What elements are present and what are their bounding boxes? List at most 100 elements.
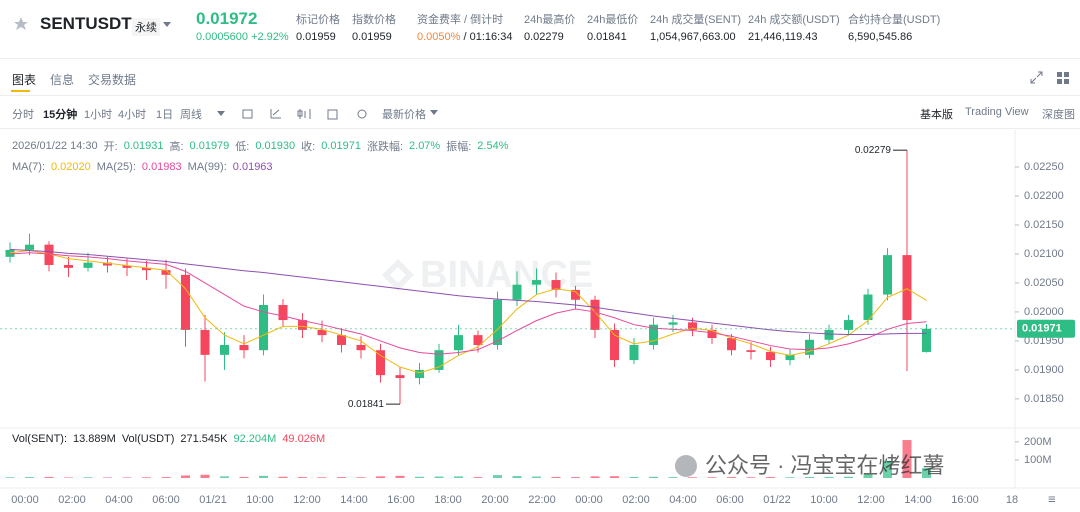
- vol-usdt-label: Vol(USDT): [121, 433, 175, 445]
- tab[interactable]: 交易数据: [88, 73, 137, 87]
- countdown: / 01:16:34: [463, 31, 513, 43]
- volume-bar: [200, 474, 210, 478]
- candle-body: [649, 324, 658, 345]
- volume-bar: [259, 475, 268, 478]
- candle-body: [337, 335, 346, 345]
- interval[interactable]: 1小时: [84, 109, 113, 121]
- volume-bar: [454, 476, 463, 478]
- symbol[interactable]: SENTUSDT: [40, 14, 132, 33]
- x-tick-label: 04:00: [105, 494, 133, 506]
- interval[interactable]: 4小时: [118, 109, 147, 121]
- interval[interactable]: 周线: [180, 109, 202, 121]
- tab[interactable]: 图表: [12, 73, 37, 87]
- tab-icons[interactable]: [1030, 71, 1070, 85]
- volume-bar: [317, 477, 327, 478]
- volume-bar: [688, 477, 697, 478]
- candle-body: [317, 329, 327, 336]
- candle-body: [668, 322, 678, 325]
- x-tick-label: 16:00: [387, 494, 415, 506]
- watermark-logo: [382, 259, 414, 291]
- volume-bar: [5, 477, 15, 478]
- x-tick-label: 14:00: [904, 494, 932, 506]
- x-tick-label: 10:00: [810, 494, 838, 506]
- stat-value: 0.02279: [524, 31, 564, 43]
- view[interactable]: 深度图: [1042, 109, 1075, 121]
- stat-label: 标记价格: [296, 14, 340, 26]
- x-tick-label: 00:00: [11, 494, 39, 506]
- divider: [0, 128, 1080, 129]
- volume-bar: [337, 477, 346, 478]
- volume-bar: [142, 477, 151, 478]
- x-tick-label: 14:00: [340, 494, 368, 506]
- stat-label: 24h最高价: [524, 14, 576, 26]
- caret: [430, 110, 438, 119]
- candle-body: [220, 344, 229, 355]
- ohlc-value: 2.54%: [477, 140, 509, 152]
- stat-label: 24h最低价: [587, 14, 639, 26]
- ohlc-value: 0.01931: [123, 140, 164, 152]
- favorite-star[interactable]: [13, 16, 29, 32]
- x-tick-label: 12:00: [293, 494, 321, 506]
- x-tick-label: 06:00: [152, 494, 180, 506]
- stat-value-text: 1,054,967,663.00: [650, 31, 736, 43]
- vol-usdt: 271.545K: [180, 433, 228, 445]
- ohlc-label: 收:: [301, 141, 316, 153]
- candle-body: [181, 274, 190, 330]
- change-abs: 0.0005600: [196, 31, 248, 43]
- ohlc-label: 涨跌幅:: [366, 141, 404, 153]
- stat-label: 指数价格: [352, 14, 396, 26]
- ma-value: 0.01963: [232, 161, 273, 173]
- candle-body: [142, 267, 151, 271]
- ohlc-label: 振幅:: [446, 141, 472, 153]
- interval[interactable]: 分时: [12, 109, 34, 121]
- ma-label: MA(99):: [187, 161, 227, 173]
- stat-value: 21,446,119.43: [748, 31, 818, 43]
- candle-body: [25, 244, 34, 250]
- ohlc-label: 低:: [235, 141, 250, 153]
- volume-bar: [239, 476, 249, 478]
- ma-value: 0.01983: [141, 161, 182, 173]
- interval[interactable]: 1日: [156, 109, 174, 121]
- y-tick-label: 0.02000: [1024, 306, 1064, 318]
- tab[interactable]: 信息: [50, 73, 75, 87]
- x-tick-label: 04:00: [669, 494, 697, 506]
- x-tick-label: 12:00: [857, 494, 885, 506]
- volume-bar: [863, 474, 873, 478]
- volume-bar: [727, 477, 736, 478]
- volume-bar: [844, 476, 853, 478]
- volume-bar: [883, 460, 892, 478]
- vol-ma2: 49.026M: [282, 433, 326, 445]
- volume-bar: [805, 476, 814, 478]
- price-type[interactable]: 最新价格: [382, 109, 426, 121]
- ohlc-value: 0.01930: [255, 140, 296, 152]
- candle-body: [571, 289, 580, 300]
- candle-body: [590, 299, 600, 330]
- candle-body: [493, 299, 502, 345]
- x-tick-label: 18: [1006, 494, 1018, 506]
- vol-ma1: 92.204M: [233, 433, 277, 445]
- wm-icon: [675, 455, 697, 477]
- settings-icon[interactable]: ≡: [1048, 491, 1056, 506]
- candle-body: [766, 351, 775, 361]
- x-tick-label: 16:00: [951, 494, 979, 506]
- candle-body: [122, 265, 132, 268]
- candle-body: [395, 375, 405, 379]
- view[interactable]: 基本版: [920, 109, 953, 121]
- candle-body: [688, 322, 697, 330]
- volume-bar: [824, 476, 834, 478]
- interval[interactable]: 15分钟: [43, 109, 78, 121]
- stat-value-text: 0.01959: [352, 31, 392, 43]
- volume-bar: [532, 476, 541, 478]
- dropdown[interactable]: [163, 22, 171, 28]
- toolbar-icons[interactable]: [217, 108, 372, 120]
- ohlc-value: 0.01979: [189, 140, 230, 152]
- volume-bar: [707, 477, 717, 478]
- candle-body: [298, 320, 307, 330]
- x-tick-label: 01/21: [199, 494, 227, 506]
- view[interactable]: Trading View: [965, 106, 1029, 118]
- candle-body: [83, 262, 93, 268]
- volume-bar: [376, 476, 385, 478]
- candle-body: [727, 338, 736, 351]
- stat-label: 合约持仓量(USDT): [848, 14, 941, 26]
